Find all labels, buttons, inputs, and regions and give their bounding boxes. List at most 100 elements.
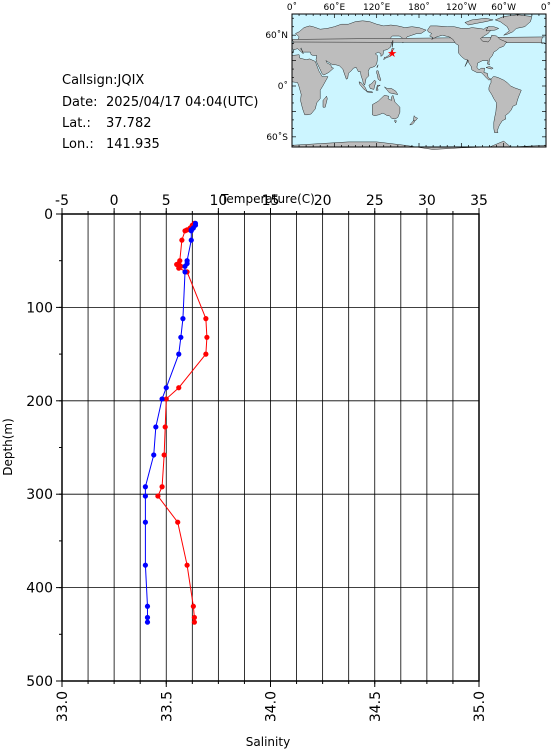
landmass	[322, 95, 328, 108]
date-value: 2025/04/17 04:04(UTC)	[106, 95, 259, 110]
temperature-tick-label: 15	[262, 193, 280, 209]
data-point-temperature	[179, 237, 185, 243]
salinity-tick-label: 34.0	[264, 691, 280, 722]
data-point-temperature	[163, 396, 169, 402]
landmass	[376, 70, 382, 82]
map-longitude-label: 180˚	[408, 2, 430, 13]
data-point-temperature	[176, 385, 182, 391]
salinity-tick-label: 35.0	[472, 691, 488, 722]
data-point-temperature	[191, 614, 197, 621]
temperature-tick-label: 35	[470, 193, 488, 209]
data-point-salinity	[163, 385, 169, 391]
landmass	[485, 66, 494, 70]
temperature-tick-label: 10	[209, 193, 227, 209]
data-point-temperature	[182, 228, 188, 234]
temperature-tick-label: 30	[418, 193, 436, 209]
data-point-salinity	[151, 452, 157, 458]
map-longitude-label: 0˚	[287, 2, 297, 13]
landmass	[413, 115, 418, 121]
map-longitude-label: 120˚E	[363, 2, 391, 13]
map-longitude-label: 60˚E	[324, 2, 346, 13]
callsign-text: Callsign:JQIX	[62, 73, 145, 88]
axis-ticks	[56, 208, 480, 687]
series-layer	[142, 220, 210, 625]
salinity-tick-label: 34.5	[368, 691, 384, 722]
map-labels: 0˚ 60˚E 120˚E 180˚ 120˚W 60˚W 0˚ 60˚N 0˚ 60˚S	[265, 2, 551, 143]
data-point-salinity	[144, 603, 151, 609]
data-point-temperature	[175, 519, 181, 525]
map-longitude-label: 120˚W	[446, 2, 477, 13]
map-ticks	[291, 14, 547, 147]
temperature-tick-label: 25	[366, 193, 384, 209]
data-point-salinity	[180, 316, 186, 322]
depth-tick-label: 300	[26, 487, 53, 503]
data-point-salinity	[144, 619, 151, 625]
data-point-temperature	[190, 603, 196, 609]
data-point-salinity	[153, 424, 159, 430]
grid-lines	[61, 213, 480, 682]
data-point-temperature	[162, 424, 168, 430]
data-point-temperature	[184, 562, 190, 568]
date-label: Date:	[62, 95, 98, 110]
depth-tick-label: 0	[44, 207, 53, 223]
data-point-temperature	[203, 351, 209, 357]
temperature-axis-title: Temperature(C)	[220, 192, 315, 206]
landmass	[375, 84, 381, 91]
temperature-tick-label: 0	[110, 193, 119, 209]
depth-tick-label: 100	[26, 300, 53, 316]
data-point-salinity	[188, 228, 194, 234]
temperature-tick-label: 20	[314, 193, 332, 209]
data-point-salinity	[144, 614, 151, 621]
landmass	[368, 79, 377, 90]
map-longitude-label: 0˚	[541, 2, 551, 13]
landmass	[291, 20, 427, 86]
depth-axis-title: Depth(m)	[1, 418, 15, 476]
series-line-temperature	[157, 222, 208, 623]
data-point-temperature	[176, 265, 182, 271]
data-point-temperature	[191, 619, 197, 625]
salinity-axis-title: Salinity	[246, 735, 290, 749]
map-latitude-label: 60˚N	[265, 30, 288, 41]
landmass	[384, 86, 399, 95]
map-longitude-label: 60˚W	[491, 2, 516, 13]
landmass	[376, 64, 379, 68]
data-point-salinity	[182, 263, 188, 269]
data-point-salinity	[142, 562, 148, 568]
data-point-temperature	[155, 493, 161, 499]
map-latitude-label: 0˚	[278, 81, 288, 92]
lat-value: 37.782	[106, 116, 152, 131]
data-point-salinity	[142, 484, 148, 490]
landmass	[383, 47, 395, 61]
landmass	[488, 76, 522, 133]
data-point-salinity	[142, 519, 148, 525]
data-point-temperature	[203, 316, 209, 322]
lon-value: 141.935	[106, 137, 160, 152]
data-point-salinity	[188, 237, 194, 243]
map-latitude-label: 60˚S	[266, 132, 288, 143]
temperature-tick-label: -5	[55, 193, 69, 209]
landmass	[291, 54, 329, 116]
map-land	[291, 14, 547, 150]
salinity-tick-label: 33.0	[55, 691, 71, 722]
landmass	[372, 94, 401, 120]
salinity-tick-label: 33.5	[159, 691, 175, 722]
data-point-temperature	[159, 484, 165, 490]
data-point-salinity	[159, 396, 165, 402]
data-point-salinity	[178, 334, 184, 340]
lon-label: Lon.:	[62, 137, 94, 152]
depth-tick-label: 400	[26, 581, 53, 597]
landmass	[485, 26, 500, 32]
data-point-temperature	[161, 452, 167, 458]
world-map: 0˚ 60˚E 120˚E 180˚ 120˚W 60˚W 0˚ 60˚N 0˚ 60˚S ★	[265, 2, 551, 150]
station-marker-icon: ★	[387, 47, 397, 60]
data-point-temperature	[204, 334, 210, 340]
landmass	[392, 40, 394, 48]
landmass	[464, 17, 494, 26]
depth-tick-label: 200	[26, 394, 53, 410]
temperature-tick-label: 5	[162, 193, 171, 209]
depth-tick-label: 500	[26, 674, 53, 690]
data-point-salinity	[182, 269, 188, 275]
